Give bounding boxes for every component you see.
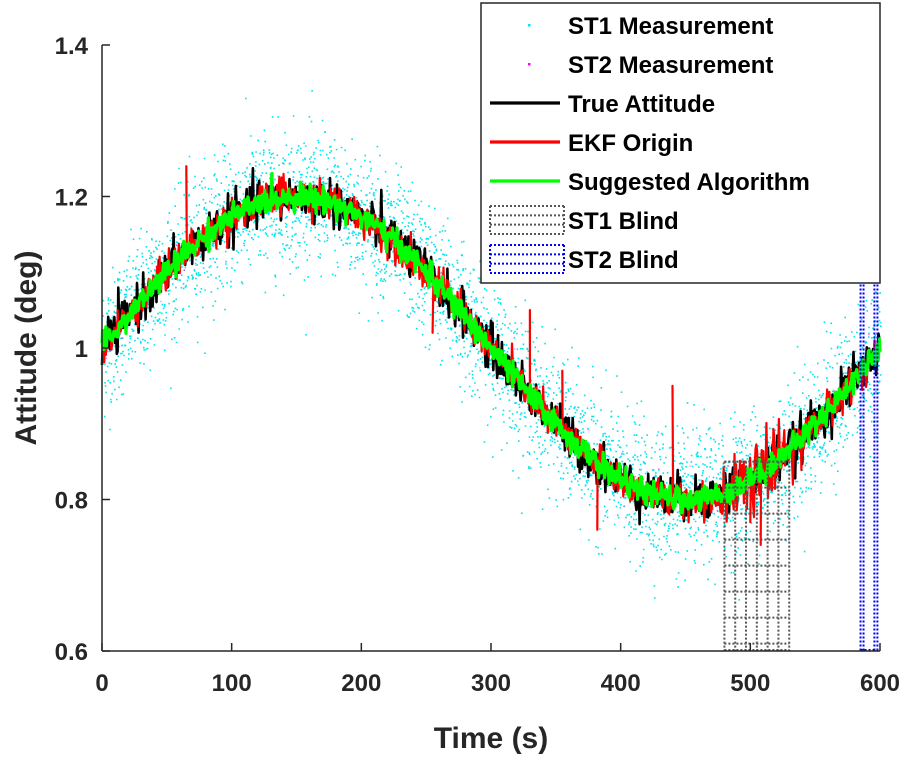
st2-blind-region [859, 196, 879, 651]
legend-entry: ST2 Blind [489, 244, 679, 274]
y-tick-label: 1.2 [55, 185, 88, 212]
legend-entry: EKF Origin [490, 130, 693, 157]
legend-label: Suggested Algorithm [568, 169, 810, 196]
legend-label: ST1 Blind [568, 208, 679, 235]
legend-marker-dot [528, 63, 531, 66]
legend-entry: ST1 Blind [489, 205, 679, 235]
legend-label: ST1 Measurement [568, 13, 773, 40]
x-tick-label: 100 [212, 670, 252, 697]
series-suggested-algorithm-line [100, 171, 882, 515]
y-tick-label: 1.4 [55, 33, 89, 60]
legend-label: ST2 Blind [568, 247, 679, 274]
st1-measurement-points [102, 90, 882, 601]
x-tick-label: 200 [341, 670, 381, 697]
y-tick-label: 0.8 [55, 488, 88, 515]
x-tick-label: 300 [471, 670, 511, 697]
series-suggested-algorithm [100, 171, 882, 515]
legend-marker-dot [528, 24, 531, 27]
legend-entry: ST1 Measurement [528, 13, 773, 40]
x-tick-label: 600 [860, 670, 900, 697]
legend-entry: ST2 Measurement [528, 52, 773, 79]
y-tick-label: 0.6 [55, 639, 88, 666]
y-axis-label: Attitude (deg) [10, 251, 43, 446]
legend-entry: True Attitude [490, 91, 715, 118]
x-tick-label: 500 [730, 670, 770, 697]
x-axis-label: Time (s) [434, 722, 548, 755]
y-tick-label: 1 [75, 336, 88, 363]
series-st1-measurement [102, 90, 882, 601]
legend-entry: Suggested Algorithm [490, 169, 810, 196]
x-tick-label: 400 [601, 670, 641, 697]
legend-label: True Attitude [568, 91, 715, 118]
legend: ST1 Measurement ST2 Measurement True Attit… [480, 2, 881, 284]
legend-label: EKF Origin [568, 130, 693, 157]
plot-area [100, 90, 882, 651]
x-tick-label: 0 [95, 670, 108, 697]
st1-blind-region [723, 460, 791, 651]
axes: 0 100 200 300 400 500 600 0.6 0.8 1 1.2 1.4 Time (s)… [10, 33, 900, 755]
legend-label: ST2 Measurement [568, 52, 773, 79]
